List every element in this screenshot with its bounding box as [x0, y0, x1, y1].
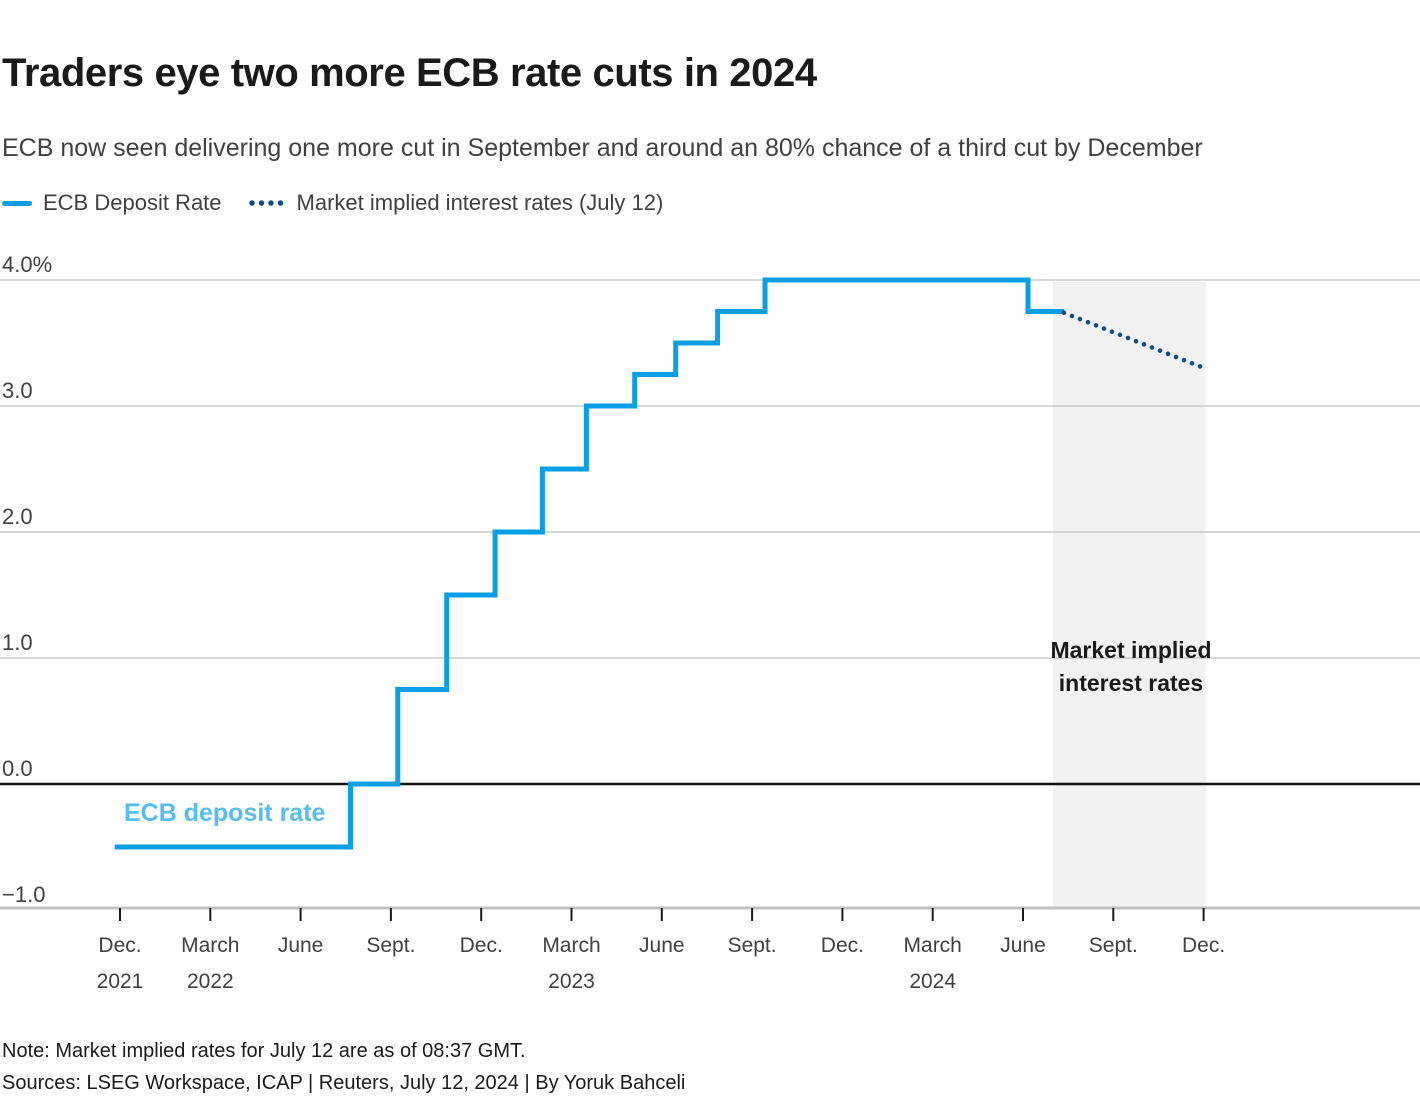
solid-line-swatch-icon: [2, 200, 32, 206]
svg-text:2.0: 2.0: [2, 504, 33, 529]
x-axis-ticks: [119, 908, 1205, 921]
svg-text:March: March: [542, 934, 600, 957]
svg-text:2022: 2022: [187, 970, 234, 993]
chart-title: Traders eye two more ECB rate cuts in 20…: [2, 50, 817, 95]
svg-text:2024: 2024: [909, 970, 956, 993]
svg-text:Dec.: Dec.: [821, 934, 864, 957]
legend-item-market-implied: Market implied interest rates (July 12): [248, 190, 664, 216]
svg-text:March: March: [904, 934, 962, 957]
implied-rate-dotted-line: [1061, 310, 1204, 370]
svg-text:Sept.: Sept.: [1089, 934, 1138, 957]
legend-item-deposit-rate: ECB Deposit Rate: [2, 190, 222, 216]
svg-text:1.0: 1.0: [2, 630, 33, 655]
gridlines: [0, 279, 1420, 659]
legend-label-deposit-rate: ECB Deposit Rate: [43, 190, 222, 215]
svg-text:3.0: 3.0: [2, 378, 33, 403]
dotted-line-swatch-icon: [248, 199, 286, 207]
sources-line: Sources: LSEG Workspace, ICAP | Reuters,…: [2, 1072, 686, 1094]
svg-text:4.0%: 4.0%: [2, 252, 52, 277]
svg-text:June: June: [639, 934, 685, 957]
y-axis-labels: 4.0% 3.0 2.0 1.0 0.0 −1.0: [2, 252, 52, 907]
deposit-rate-step-line: [114, 277, 1064, 850]
svg-text:0.0: 0.0: [2, 756, 33, 781]
svg-text:Dec.: Dec.: [98, 934, 141, 957]
legend-label-market-implied: Market implied interest rates (July 12): [296, 190, 664, 215]
market-implied-annotation: Market implied interest rates: [1050, 637, 1212, 696]
rate-chart-plot: 4.0% 3.0 2.0 1.0 0.0 −1.0 Dec. 2021 March 2022 Jun…: [0, 240, 1420, 1035]
svg-text:June: June: [1000, 934, 1046, 957]
svg-text:June: June: [278, 934, 324, 957]
svg-text:2023: 2023: [548, 970, 595, 993]
svg-text:Sept.: Sept.: [366, 934, 415, 957]
svg-text:Sept.: Sept.: [728, 934, 777, 957]
ecb-deposit-rate-annotation: ECB deposit rate: [124, 799, 326, 827]
svg-text:2021: 2021: [97, 970, 144, 993]
svg-text:Dec.: Dec.: [460, 934, 503, 957]
svg-text:Dec.: Dec.: [1182, 934, 1225, 957]
forecast-shade-region: [1053, 282, 1206, 907]
svg-text:−1.0: −1.0: [2, 882, 45, 907]
legend: ECB Deposit Rate Market implied interest…: [2, 190, 663, 216]
footnote: Note: Market implied rates for July 12 a…: [2, 1040, 526, 1062]
svg-text:March: March: [181, 934, 239, 957]
chart-subtitle: ECB now seen delivering one more cut in …: [2, 134, 1203, 162]
x-axis-labels: Dec. 2021 March 2022 June Sept. Dec. March 2023 J…: [97, 934, 1226, 993]
